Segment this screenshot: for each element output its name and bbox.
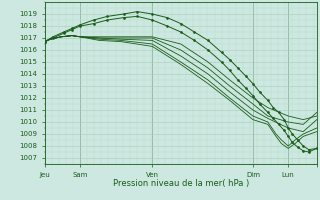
X-axis label: Pression niveau de la mer( hPa ): Pression niveau de la mer( hPa ) bbox=[113, 179, 249, 188]
